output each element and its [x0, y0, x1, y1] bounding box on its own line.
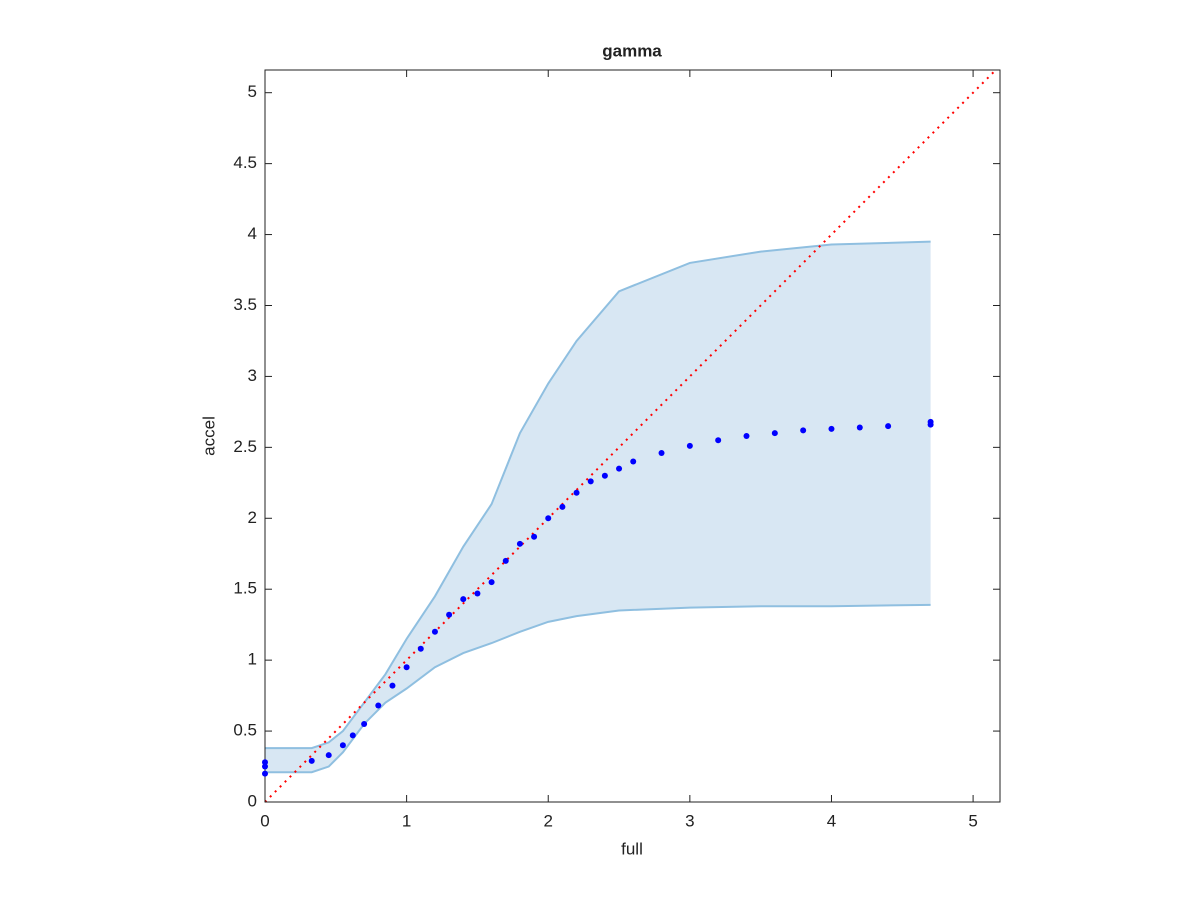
y-tick-label: 0.5	[233, 721, 257, 740]
point	[361, 720, 368, 727]
point	[545, 515, 552, 522]
x-axis-label: full	[621, 839, 643, 858]
x-tick-label: 2	[544, 811, 553, 830]
point	[488, 579, 495, 586]
y-tick-label: 2	[248, 508, 257, 527]
point	[715, 437, 722, 444]
confidence-band	[265, 241, 931, 773]
point	[417, 645, 424, 652]
x-tick-label: 4	[827, 811, 836, 830]
band-lower	[265, 603, 931, 774]
point	[262, 759, 268, 766]
point	[616, 465, 623, 472]
chart-title: gamma	[602, 41, 662, 60]
x-tick-label: 1	[402, 811, 411, 830]
point	[474, 590, 481, 597]
band-upper	[265, 240, 931, 750]
point	[559, 503, 566, 510]
point	[375, 702, 382, 709]
point	[601, 472, 608, 479]
y-tick-label: 4	[248, 224, 257, 243]
y-tick-label: 4.5	[233, 153, 257, 172]
point	[403, 664, 410, 671]
y-tick-label: 1.5	[233, 579, 257, 598]
y-tick-label: 1	[248, 650, 257, 669]
point	[828, 425, 835, 432]
point	[516, 540, 523, 547]
point	[325, 752, 332, 759]
point	[446, 611, 453, 618]
point	[308, 757, 315, 764]
point	[927, 418, 934, 425]
point	[389, 682, 396, 689]
point	[349, 732, 356, 739]
point	[339, 742, 346, 749]
point	[771, 430, 778, 437]
y-tick-label: 3	[248, 366, 257, 385]
point	[856, 424, 863, 431]
point	[531, 533, 538, 540]
x-tick-label: 5	[968, 811, 977, 830]
point	[502, 557, 509, 564]
y-tick-label: 2.5	[233, 437, 257, 456]
point	[630, 458, 637, 465]
x-tick-label: 0	[260, 811, 269, 830]
point	[885, 423, 892, 430]
y-tick-label: 3.5	[233, 295, 257, 314]
y-tick-label: 5	[248, 82, 257, 101]
point	[431, 628, 438, 635]
y-axis-label: accel	[199, 416, 218, 456]
point	[573, 489, 580, 496]
point	[743, 433, 750, 439]
point	[658, 450, 665, 457]
x-tick-label: 3	[685, 811, 694, 830]
reference-line	[264, 69, 997, 803]
point	[800, 427, 807, 434]
point	[460, 596, 467, 603]
point	[686, 442, 693, 449]
point	[587, 478, 594, 485]
axes-box	[264, 69, 1001, 803]
point	[262, 763, 268, 770]
y-tick-label: 0	[248, 791, 257, 810]
point	[262, 770, 268, 777]
